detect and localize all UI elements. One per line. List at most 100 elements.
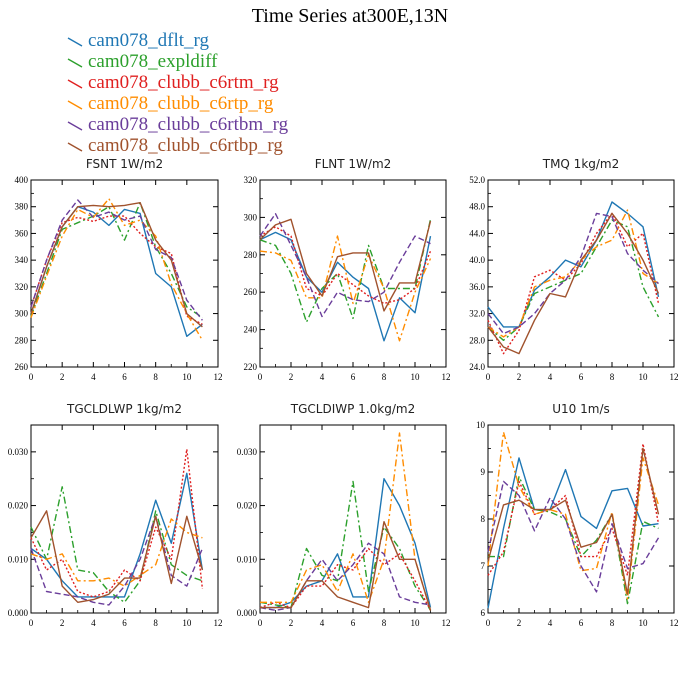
y-tick-label: 280 (15, 335, 29, 345)
y-tick-label: 0.000 (8, 608, 29, 618)
series-line-cam078-clubb-c6rtbm-rg (30, 199, 203, 321)
y-tick-label: 260 (15, 362, 29, 372)
y-tick-label: 7 (481, 561, 486, 571)
y-tick-label: 400 (15, 175, 29, 185)
series-line-cam078-clubb-c6rtbp-rg (260, 521, 432, 611)
plot-frame (259, 179, 447, 368)
plot-frame (487, 424, 675, 614)
x-tick-label: 4 (320, 372, 325, 382)
y-tick-label: 0.020 (8, 501, 29, 511)
series-line-cam078-clubb-c6rtbp-rg (30, 510, 204, 603)
x-tick-label: 8 (153, 372, 158, 382)
x-tick-label: 10 (639, 372, 649, 382)
legend-item-cam078-expldiff: cam078_expldiff (67, 51, 218, 72)
x-tick-label: 12 (670, 618, 679, 628)
y-tick-label: 44.0 (469, 228, 485, 238)
series-line-cam078-expldiff (259, 480, 432, 611)
x-tick-label: 12 (214, 618, 223, 628)
series-line-cam078-clubb-c6rtm-rg (259, 547, 432, 611)
x-tick-label: 2 (517, 372, 522, 382)
panel-title: FLNT 1W/m2 (315, 157, 392, 171)
legend-item-cam078-clubb-c6rtm-rg: cam078_clubb_c6rtm_rg (67, 72, 279, 93)
y-tick-label: 260 (244, 287, 258, 297)
legend-swatch (67, 79, 83, 89)
legend: cam078_dflt_rgcam078_expldiffcam078_club… (67, 30, 289, 156)
panel-title: FSNT 1W/m2 (86, 157, 163, 171)
y-tick-label: 0.020 (237, 501, 258, 511)
x-tick-label: 0 (29, 372, 34, 382)
x-tick-label: 0 (29, 618, 34, 628)
panel-title: TGCLDLWP 1kg/m2 (66, 402, 182, 416)
legend-swatch (67, 37, 83, 47)
panel-fsnt: FSNT 1W/m2 0 2 4 6 8 10 12 260 280 300 320 340 360 380… (15, 157, 223, 382)
series-line-cam078-clubb-c6rtbp-rg (487, 447, 660, 595)
series-line-cam078-clubb-c6rtp-rg (259, 235, 432, 342)
y-tick-label: 240 (244, 325, 258, 335)
x-tick-label: 6 (351, 618, 356, 628)
series-line-cam078-dflt-rg (260, 478, 432, 609)
x-tick-label: 6 (122, 618, 127, 628)
x-tick-label: 2 (60, 372, 65, 382)
x-tick-label: 6 (351, 372, 356, 382)
x-tick-label: 0 (258, 372, 263, 382)
y-tick-label: 32.0 (469, 309, 485, 319)
series-line-cam078-clubb-c6rtbm-rg (487, 212, 659, 335)
legend-item-cam078-dflt-rg: cam078_dflt_rg (67, 30, 210, 51)
legend-label: cam078_clubb_c6rtm_rg (88, 72, 279, 93)
x-tick-label: 0 (486, 618, 491, 628)
plot-frame (259, 424, 447, 614)
plot-frame (30, 179, 219, 368)
legend-swatch (67, 58, 83, 68)
y-tick-label: 0.030 (8, 447, 29, 457)
y-tick-label: 6 (481, 608, 486, 618)
series-line-cam078-clubb-c6rtbp-rg (487, 212, 660, 355)
y-tick-label: 48.0 (469, 202, 485, 212)
y-tick-label: 9 (481, 467, 486, 477)
series-line-cam078-dflt-rg (487, 457, 659, 609)
x-tick-label: 4 (548, 372, 553, 382)
series-line-cam078-clubb-c6rtm-rg (30, 215, 203, 325)
legend-label: cam078_expldiff (88, 51, 218, 72)
y-tick-label: 24.0 (469, 362, 485, 372)
legend-item-cam078-clubb-c6rtbm-rg: cam078_clubb_c6rtbm_rg (67, 114, 289, 135)
x-tick-label: 4 (320, 618, 325, 628)
y-tick-label: 300 (244, 212, 258, 222)
y-tick-label: 10 (476, 420, 486, 430)
legend-item-cam078-clubb-c6rtbp-rg: cam078_clubb_c6rtbp_rg (67, 135, 283, 156)
series-line-cam078-clubb-c6rtbm-rg (487, 480, 660, 593)
series-line-cam078-clubb-c6rtm-rg (487, 443, 660, 577)
legend-label: cam078_clubb_c6rtp_rg (88, 93, 274, 114)
series-line-cam078-expldiff (488, 476, 659, 605)
series-line-cam078-clubb-c6rtbm-rg (30, 515, 204, 606)
y-tick-label: 360 (15, 228, 29, 238)
x-tick-label: 2 (289, 372, 294, 382)
panel-tmq: TMQ 1kg/m2 0 2 4 6 8 10 12 24.0 28.0 32.0 36.0 40.0 4… (469, 157, 678, 382)
panels: FSNT 1W/m20 2 4 6 8 10 12260280300320340360380… (8, 157, 679, 628)
x-tick-label: 4 (91, 372, 96, 382)
panel-u10: U10 1m/s 0 2 4 6 8 10 12 6 7 8 9 10 (476, 402, 679, 628)
x-tick-label: 12 (442, 618, 451, 628)
legend-item-cam078-clubb-c6rtp-rg: cam078_clubb_c6rtp_rg (67, 93, 274, 114)
legend-label: cam078_clubb_c6rtbp_rg (88, 135, 283, 156)
legend-swatch (67, 121, 83, 131)
panel-title: U10 1m/s (552, 402, 610, 416)
series-line-cam078-dflt-rg (30, 205, 203, 337)
main-title: Time Series at300E,13N (252, 5, 448, 27)
x-tick-label: 12 (214, 372, 223, 382)
series-line-cam078-clubb-c6rtbp-rg (30, 201, 203, 328)
y-tick-label: 340 (15, 255, 29, 265)
x-tick-label: 12 (442, 372, 451, 382)
y-tick-label: 300 (15, 309, 29, 319)
series-line-cam078-clubb-c6rtp-rg (30, 197, 204, 341)
x-tick-label: 10 (411, 372, 421, 382)
y-tick-label: 320 (15, 282, 29, 292)
y-tick-label: 0.030 (237, 447, 258, 457)
y-tick-label: 320 (244, 175, 258, 185)
x-tick-label: 10 (182, 618, 192, 628)
y-tick-label: 40.0 (469, 255, 485, 265)
x-tick-label: 2 (289, 618, 294, 628)
x-tick-label: 6 (122, 372, 127, 382)
x-tick-label: 8 (153, 618, 158, 628)
x-tick-label: 0 (486, 372, 491, 382)
panel-tgcldlwp: TGCLDLWP 1kg/m2 0 2 4 6 8 10 12 0.000 0.010 0.020 0… (8, 402, 223, 628)
